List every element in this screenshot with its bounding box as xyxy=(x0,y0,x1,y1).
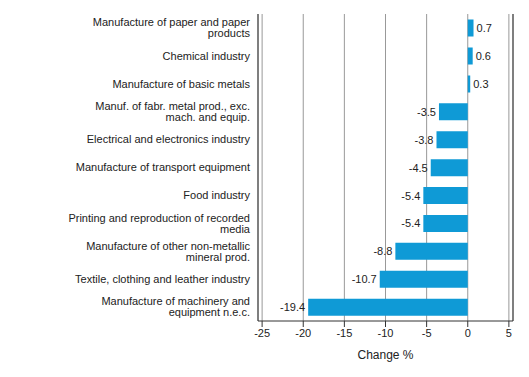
svg-text:-10.7: -10.7 xyxy=(352,273,377,285)
svg-text:-15: -15 xyxy=(336,327,352,339)
svg-text:-5.4: -5.4 xyxy=(401,190,420,202)
svg-text:0.3: 0.3 xyxy=(473,78,488,90)
svg-text:-10: -10 xyxy=(378,327,394,339)
svg-text:-19.4: -19.4 xyxy=(280,301,305,313)
svg-text:0: 0 xyxy=(465,327,471,339)
svg-text:-3.8: -3.8 xyxy=(415,134,434,146)
svg-text:-25: -25 xyxy=(254,327,270,339)
svg-text:0.6: 0.6 xyxy=(476,50,491,62)
svg-text:Manufacture of basic metals: Manufacture of basic metals xyxy=(112,78,250,90)
svg-text:Manuf. of fabr. metal prod., e: Manuf. of fabr. metal prod., exc.mach. a… xyxy=(95,100,250,123)
svg-text:-5: -5 xyxy=(422,327,432,339)
svg-text:Manufacture of machinery andeq: Manufacture of machinery andequipment n.… xyxy=(101,295,250,318)
svg-text:Change %: Change % xyxy=(357,348,413,362)
svg-text:-5.4: -5.4 xyxy=(401,217,420,229)
svg-text:Manufacture of paper and paper: Manufacture of paper and paperproducts xyxy=(93,16,251,39)
svg-text:5: 5 xyxy=(506,327,512,339)
svg-text:-4.5: -4.5 xyxy=(409,162,428,174)
svg-text:Chemical industry: Chemical industry xyxy=(163,50,251,62)
svg-text:0.7: 0.7 xyxy=(477,22,492,34)
svg-text:-8.8: -8.8 xyxy=(373,245,392,257)
svg-text:Printing and reproduction of r: Printing and reproduction of recordedmed… xyxy=(68,212,250,235)
svg-text:Electrical and electronics ind: Electrical and electronics industry xyxy=(87,133,251,145)
svg-text:Manufacture of other non-metal: Manufacture of other non-metallicmineral… xyxy=(86,240,250,263)
svg-text:Food industry: Food industry xyxy=(183,189,250,201)
svg-text:-3.5: -3.5 xyxy=(417,106,436,118)
svg-text:Manufacture of transport equip: Manufacture of transport equipment xyxy=(76,161,250,173)
svg-text:Textile, clothing and leather: Textile, clothing and leather industry xyxy=(75,273,250,285)
svg-text:-20: -20 xyxy=(295,327,311,339)
